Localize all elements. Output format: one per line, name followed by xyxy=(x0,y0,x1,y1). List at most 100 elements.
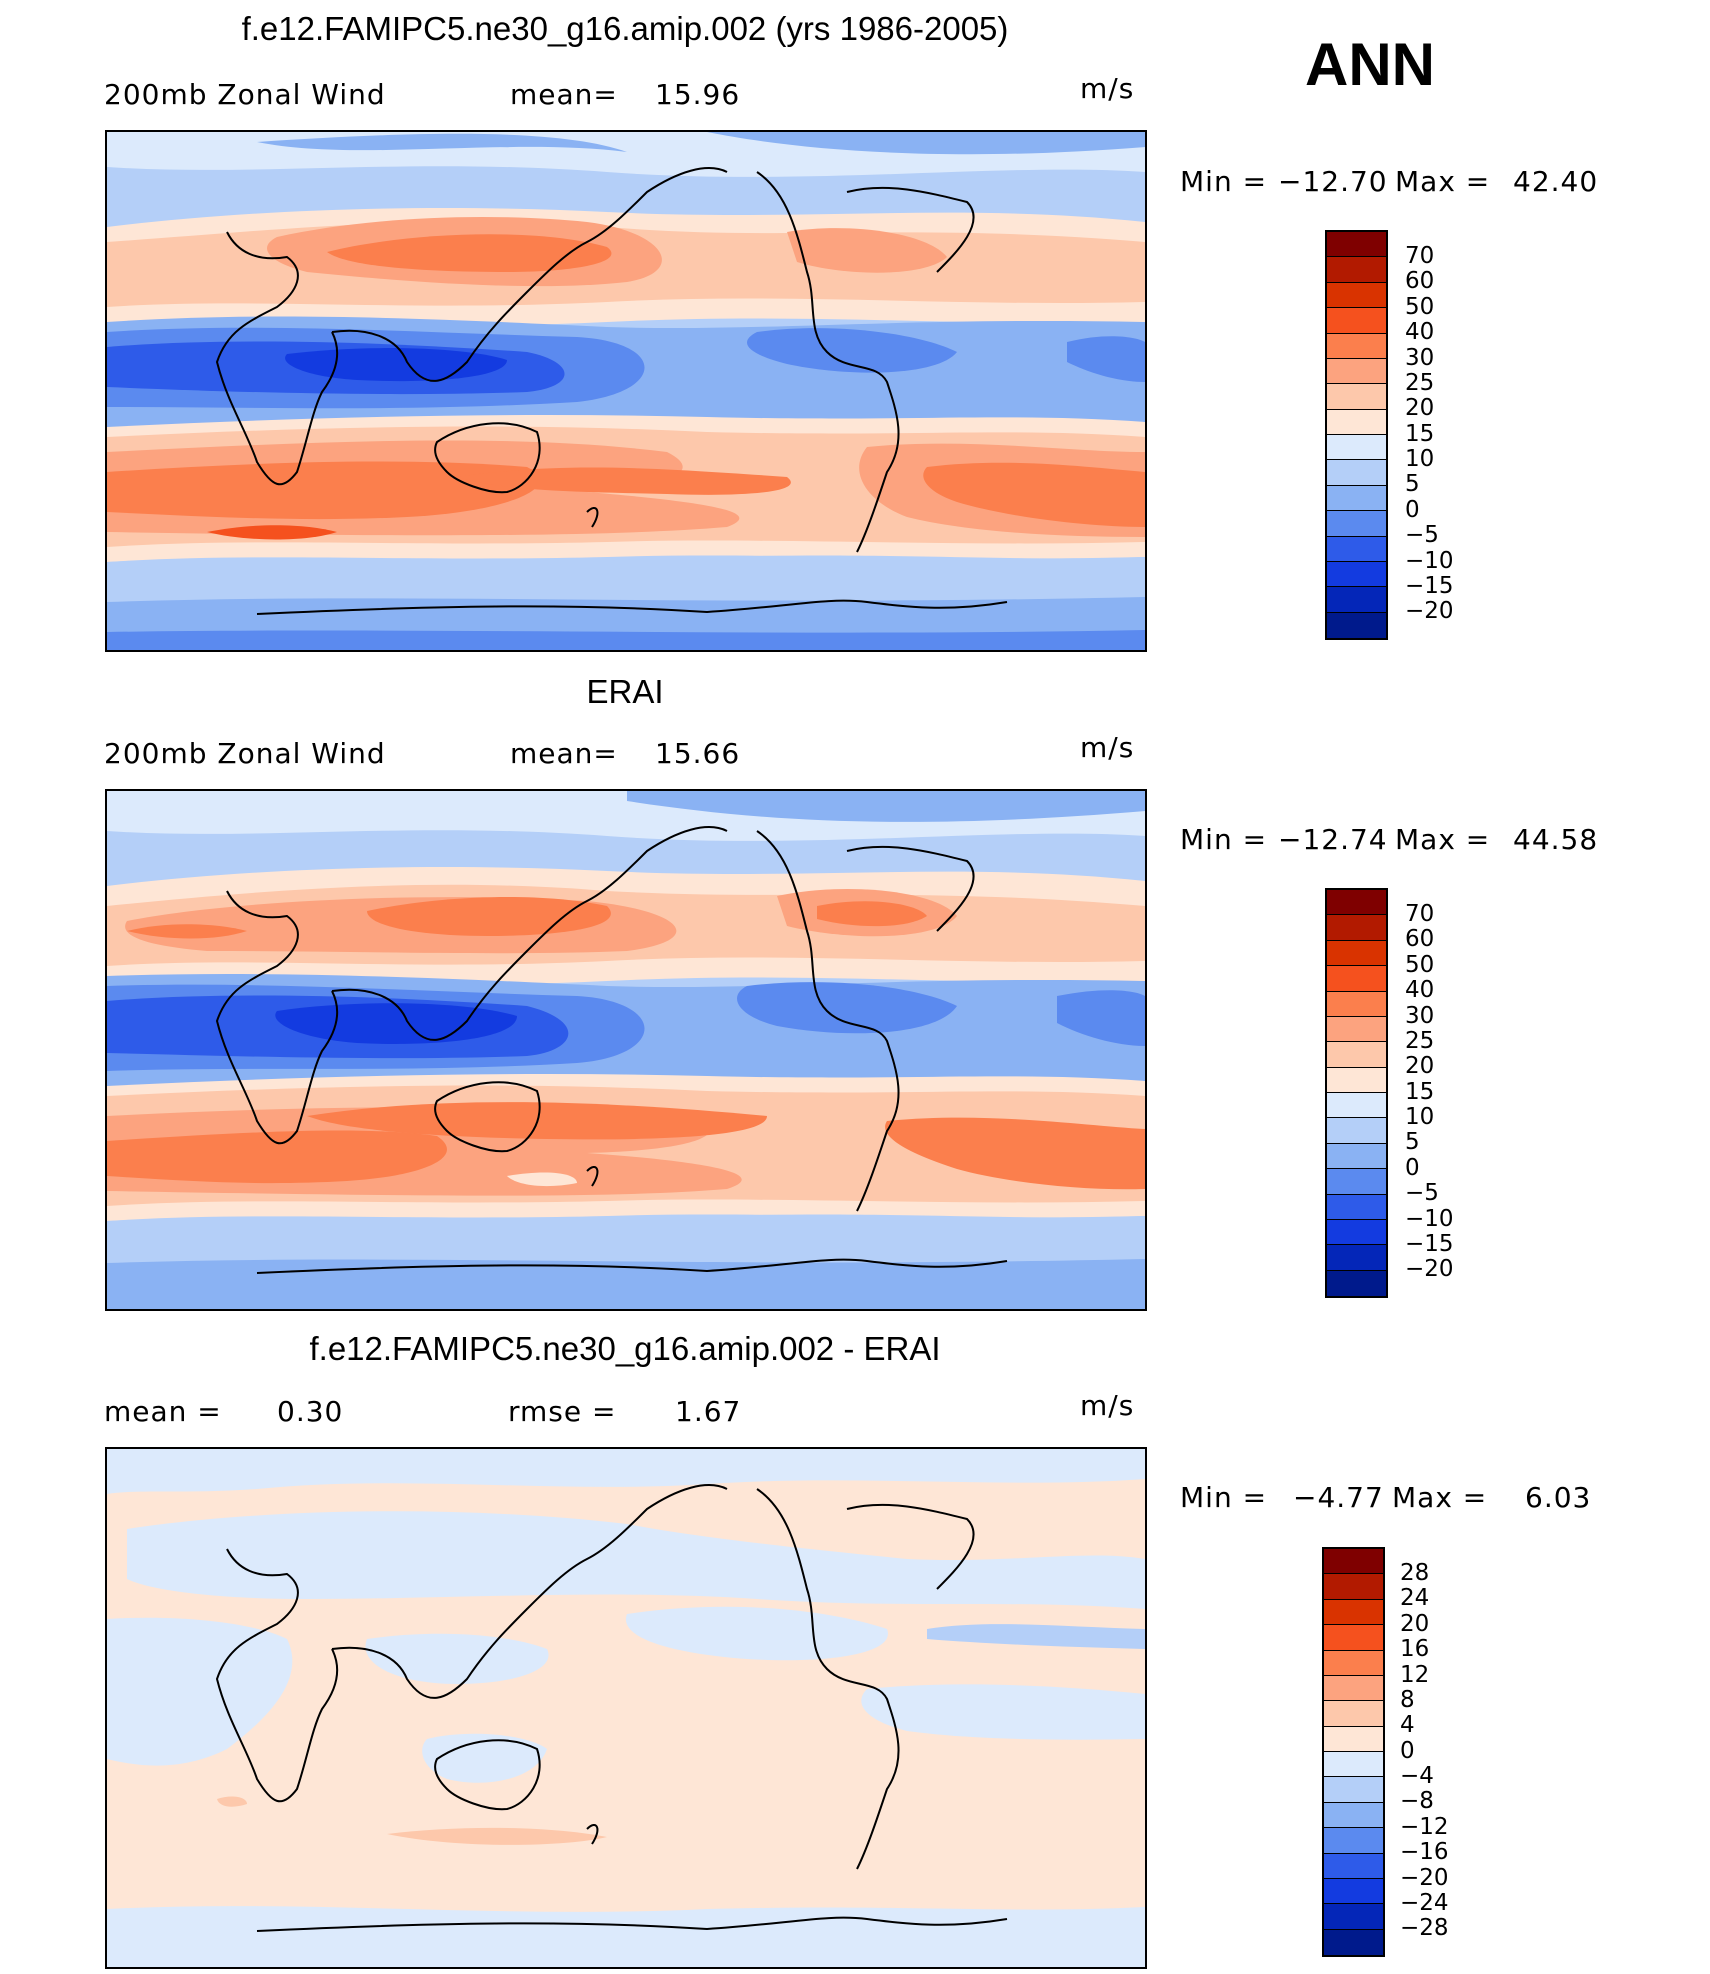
colorbar-swatch xyxy=(1327,358,1386,385)
panel-3-min-value: −4.77 xyxy=(1293,1481,1384,1514)
panel-1-variable-label: 200mb Zonal Wind xyxy=(104,78,386,111)
colorbar-swatch xyxy=(1327,940,1386,967)
colorbar-swatch xyxy=(1324,1929,1383,1955)
colorbar-swatch xyxy=(1327,1042,1386,1068)
panel-3-mean-value: 0.30 xyxy=(277,1395,344,1428)
colorbar-swatch xyxy=(1327,1118,1386,1144)
panel-1-min-label: Min = xyxy=(1180,165,1268,198)
colorbar-tick-label: −5 xyxy=(1405,1180,1439,1207)
colorbar-swatch xyxy=(1327,485,1386,512)
panel-3-min-label: Min = xyxy=(1180,1481,1268,1514)
colorbar-swatch xyxy=(1324,1777,1383,1803)
colorbar-tick-label: 24 xyxy=(1400,1585,1430,1612)
colorbar-swatch xyxy=(1327,890,1386,916)
colorbar-swatch xyxy=(1324,1599,1383,1626)
colorbar-tick-label: −20 xyxy=(1405,598,1454,625)
panel-2-min-label: Min = xyxy=(1180,823,1268,856)
colorbar-tick-label: 10 xyxy=(1405,1104,1435,1130)
colorbar-tick-label: 20 xyxy=(1400,1610,1430,1637)
colorbar-tick-label: 70 xyxy=(1405,243,1435,269)
colorbar-swatch xyxy=(1327,1219,1386,1246)
colorbar-swatch xyxy=(1327,384,1386,410)
panel-3-rmse-value: 1.67 xyxy=(675,1395,742,1428)
colorbar-tick-label: −15 xyxy=(1405,572,1454,599)
colorbar-tick-label: 5 xyxy=(1405,1129,1420,1156)
colorbar-swatch xyxy=(1324,1904,1383,1930)
panel-2-colorbar-labels: 70 60 50 40 30 25 20 15 10 5 0 −5 −10 −15 −20 xyxy=(1405,903,1485,1303)
colorbar-swatch xyxy=(1327,409,1386,435)
colorbar-tick-label: 0 xyxy=(1400,1737,1415,1764)
colorbar-swatch xyxy=(1327,915,1386,941)
colorbar-tick-label: 20 xyxy=(1405,395,1435,422)
colorbar-tick-label: −15 xyxy=(1405,1230,1454,1257)
colorbar-tick-label: 4 xyxy=(1400,1712,1415,1739)
colorbar-swatch xyxy=(1324,1752,1383,1778)
colorbar-tick-label: 50 xyxy=(1405,293,1435,320)
colorbar-swatch xyxy=(1327,966,1386,992)
colorbar-swatch xyxy=(1327,991,1386,1017)
colorbar-swatch xyxy=(1327,561,1386,588)
colorbar-tick-label: 5 xyxy=(1405,471,1420,498)
colorbar-tick-label: −10 xyxy=(1405,547,1454,574)
panel-2-variable-label: 200mb Zonal Wind xyxy=(104,737,386,770)
colorbar-tick-label: 25 xyxy=(1405,369,1435,396)
colorbar-tick-label: −28 xyxy=(1400,1915,1449,1942)
panel-3-max-label: Max = xyxy=(1392,1481,1488,1514)
colorbar-tick-label: 25 xyxy=(1405,1027,1435,1054)
colorbar-tick-label: −16 xyxy=(1400,1839,1449,1866)
panel-2-mean-value: 15.66 xyxy=(655,737,741,770)
colorbar-tick-label: 15 xyxy=(1405,420,1435,447)
colorbar-tick-label: 0 xyxy=(1405,1154,1420,1181)
colorbar-swatch xyxy=(1327,333,1386,359)
colorbar-tick-label: −20 xyxy=(1405,1256,1454,1283)
colorbar-swatch xyxy=(1324,1853,1383,1879)
panel-2-min-value: −12.74 xyxy=(1278,823,1388,856)
panel-3-mean-label: mean = xyxy=(104,1395,222,1428)
colorbar-tick-label: −24 xyxy=(1400,1889,1449,1916)
colorbar-swatch xyxy=(1327,435,1386,461)
panel-1-mean-value: 15.96 xyxy=(655,78,741,111)
colorbar-swatch xyxy=(1327,460,1386,486)
colorbar-swatch xyxy=(1324,1549,1383,1575)
colorbar-swatch xyxy=(1324,1701,1383,1727)
colorbar-tick-label: 10 xyxy=(1405,446,1435,472)
colorbar-swatch xyxy=(1327,612,1386,638)
colorbar-swatch xyxy=(1327,232,1386,258)
panel-2-title: ERAI xyxy=(586,673,664,710)
panel-1-min-value: −12.70 xyxy=(1278,165,1388,198)
colorbar-tick-label: 12 xyxy=(1400,1661,1430,1688)
panel-2-max-label: Max = xyxy=(1395,823,1491,856)
panel-2-max-value: 44.58 xyxy=(1513,823,1599,856)
season-label: ANN xyxy=(1305,31,1435,98)
colorbar-swatch xyxy=(1327,1270,1386,1296)
panel-3-units: m/s xyxy=(1080,1389,1135,1422)
colorbar-swatch xyxy=(1324,1675,1383,1702)
colorbar-swatch xyxy=(1327,536,1386,562)
panel-2-units: m/s xyxy=(1080,731,1135,764)
panel-3-title: f.e12.FAMIPC5.ne30_g16.amip.002 - ERAI xyxy=(309,1330,941,1367)
panel-3-rmse-label: rmse = xyxy=(508,1395,617,1428)
colorbar-swatch xyxy=(1327,1169,1386,1195)
colorbar-swatch xyxy=(1327,282,1386,309)
colorbar-tick-label: −10 xyxy=(1405,1205,1454,1232)
colorbar-swatch xyxy=(1327,1067,1386,1093)
colorbar-tick-label: −8 xyxy=(1400,1788,1434,1815)
colorbar-tick-label: −20 xyxy=(1400,1864,1449,1891)
panel-3-colorbar xyxy=(1322,1547,1385,1957)
panel-1-contour-field xyxy=(107,132,1145,650)
panel-1-colorbar xyxy=(1325,230,1388,640)
colorbar-tick-label: 60 xyxy=(1405,268,1435,295)
colorbar-tick-label: 30 xyxy=(1405,1002,1435,1029)
colorbar-tick-label: 70 xyxy=(1405,901,1435,927)
colorbar-tick-label: 0 xyxy=(1405,496,1420,523)
colorbar-tick-label: 28 xyxy=(1400,1560,1430,1586)
panel-1-colorbar-labels: 70 60 50 40 30 25 20 15 10 5 0 −5 −10 −15 −20 xyxy=(1405,245,1485,645)
colorbar-swatch xyxy=(1327,257,1386,283)
colorbar-tick-label: −5 xyxy=(1405,522,1439,549)
colorbar-tick-label: 8 xyxy=(1400,1686,1415,1713)
panel-1-title: f.e12.FAMIPC5.ne30_g16.amip.002 (yrs 198… xyxy=(241,10,1009,47)
panel-3-contour-field xyxy=(107,1449,1145,1967)
colorbar-swatch xyxy=(1324,1574,1383,1600)
panel-2-map xyxy=(105,789,1147,1311)
colorbar-tick-label: 16 xyxy=(1400,1636,1430,1663)
